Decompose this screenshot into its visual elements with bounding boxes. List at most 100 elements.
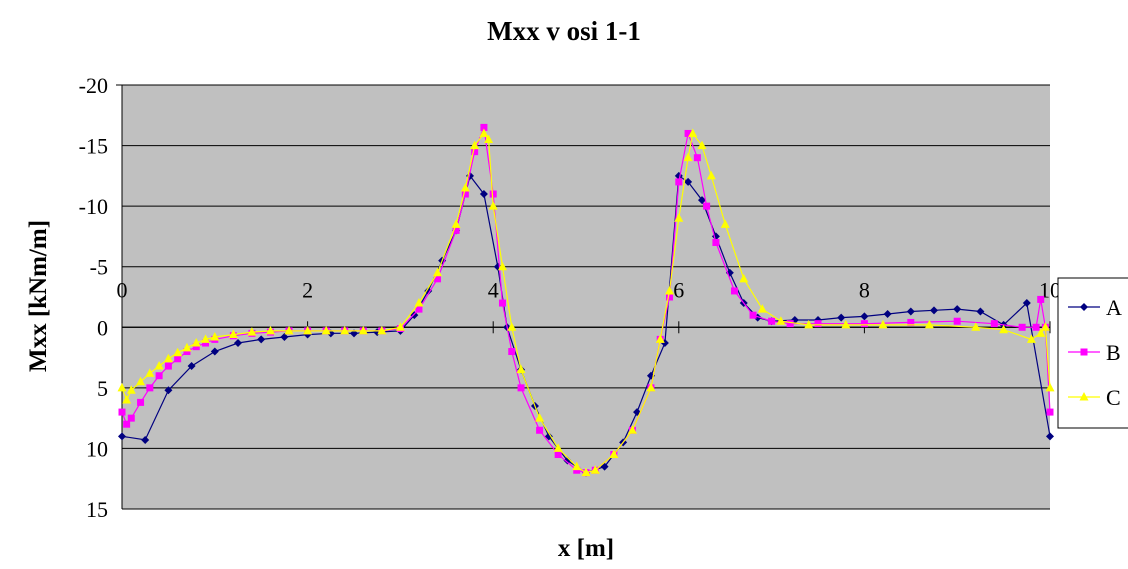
- data-point: [146, 384, 154, 392]
- data-point: [358, 325, 368, 335]
- data-point: [155, 372, 163, 380]
- data-point: [470, 140, 480, 150]
- data-point: [883, 309, 892, 318]
- data-point: [999, 324, 1009, 334]
- data-point: [706, 170, 716, 180]
- data-point: [590, 465, 600, 474]
- data-point: [553, 443, 563, 452]
- x-tick-label: 4: [488, 277, 499, 302]
- data-point: [451, 219, 461, 228]
- data-point: [563, 456, 572, 465]
- y-tick-label: 10: [86, 436, 108, 461]
- data-point: [720, 219, 730, 228]
- data-point: [210, 347, 219, 356]
- x-tick-label: 8: [859, 277, 870, 302]
- data-point: [693, 154, 701, 162]
- data-point: [508, 348, 516, 356]
- y-tick-label: -15: [79, 134, 108, 159]
- y-tick-labels: -20 -15 -10 -5 0 5 10 15: [79, 73, 108, 522]
- x-axis-title: x [m]: [558, 535, 614, 562]
- data-point: [1026, 334, 1036, 343]
- data-point: [424, 286, 433, 295]
- data-point: [516, 364, 526, 374]
- data-point: [698, 196, 706, 205]
- data-point: [479, 190, 488, 199]
- data-point: [1046, 408, 1054, 416]
- data-point: [749, 311, 757, 319]
- data-point: [163, 353, 173, 363]
- legend-label: C: [1106, 385, 1121, 410]
- data-point: [665, 285, 675, 295]
- data-point: [768, 317, 776, 325]
- data-point: [410, 311, 419, 320]
- y-tick-label: 0: [97, 315, 108, 340]
- data-point: [1018, 323, 1026, 331]
- data-point: [703, 202, 711, 210]
- legend-item-B: B: [1068, 340, 1121, 365]
- data-point: [990, 320, 998, 328]
- legend-label: A: [1106, 295, 1122, 320]
- data-point: [127, 414, 135, 422]
- data-point: [675, 178, 683, 186]
- x-tick-label: 2: [302, 277, 313, 302]
- data-point: [924, 319, 934, 329]
- data-point: [507, 322, 517, 331]
- data-point: [1080, 348, 1088, 356]
- legend-label: B: [1106, 340, 1121, 365]
- data-point: [471, 148, 479, 156]
- data-point: [930, 306, 938, 315]
- data-point: [234, 339, 242, 348]
- data-point: [776, 316, 786, 325]
- data-point: [173, 347, 183, 357]
- legend-item-C: C: [1068, 385, 1121, 410]
- data-point: [192, 343, 200, 351]
- data-point: [489, 190, 497, 198]
- data-point: [712, 238, 720, 246]
- y-tick-label: -10: [79, 194, 108, 219]
- data-point: [878, 319, 888, 329]
- x-tick-labels: 0 2 4 6 8 10: [117, 277, 1062, 302]
- data-point: [117, 382, 127, 392]
- data-point: [786, 320, 794, 328]
- data-point: [581, 467, 591, 477]
- data-point: [517, 384, 525, 392]
- data-point: [544, 432, 553, 441]
- data-point: [303, 325, 313, 335]
- data-point: [837, 313, 846, 322]
- data-point: [655, 334, 665, 343]
- data-point: [164, 362, 172, 370]
- data-point: [757, 304, 767, 313]
- data-point: [479, 128, 489, 137]
- data-point: [210, 331, 220, 341]
- data-point: [684, 129, 692, 137]
- data-point: [136, 376, 146, 386]
- data-point: [730, 287, 738, 295]
- y-tick-label: -20: [79, 73, 108, 98]
- data-point: [118, 432, 126, 441]
- plot-area: [122, 85, 1050, 509]
- data-point: [907, 318, 915, 326]
- data-point: [488, 201, 498, 210]
- data-point: [1022, 299, 1031, 308]
- data-point: [536, 426, 544, 434]
- data-point: [183, 348, 191, 356]
- data-point: [484, 134, 494, 144]
- data-point: [498, 299, 506, 307]
- data-point: [191, 338, 201, 347]
- legend-box: [1057, 277, 1128, 429]
- data-point: [126, 385, 136, 394]
- data-point: [123, 420, 131, 428]
- data-point: [804, 319, 814, 329]
- data-point: [122, 394, 132, 404]
- data-point: [280, 332, 289, 341]
- data-point: [415, 305, 423, 313]
- x-tick-label: 0: [117, 277, 128, 302]
- data-point: [554, 450, 562, 458]
- x-tick-label: 10: [1039, 277, 1061, 302]
- data-point: [814, 320, 822, 328]
- data-point: [860, 312, 869, 321]
- data-point: [228, 329, 238, 339]
- data-point: [141, 435, 150, 444]
- data-point: [164, 386, 173, 395]
